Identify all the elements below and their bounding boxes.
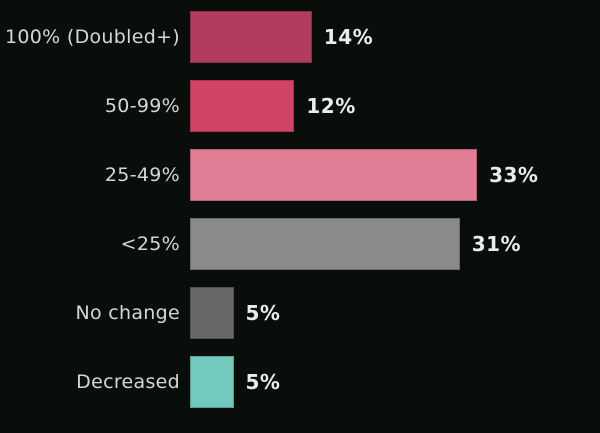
- bar-chart: 100% (Doubled+) 14% 50-99% 12% 25-49% 33% <25%…: [0, 11, 600, 425]
- bar-row: 50-99% 12%: [0, 80, 600, 132]
- category-label: <25%: [0, 233, 180, 255]
- value-label: 5%: [245, 370, 281, 394]
- category-label: Decreased: [0, 371, 180, 393]
- bar: [190, 80, 295, 132]
- category-label: 50-99%: [0, 95, 180, 117]
- category-label-text: No change: [75, 302, 180, 324]
- bar-row: 100% (Doubled+) 14%: [0, 11, 600, 63]
- category-label-text: <25%: [120, 233, 180, 255]
- category-label-text: 50-99%: [104, 95, 180, 117]
- value-label: 33%: [489, 163, 539, 187]
- bar: [190, 287, 234, 339]
- category-label: No change: [0, 302, 180, 324]
- category-label-text: 25-49%: [104, 164, 180, 186]
- value-label: 14%: [323, 25, 374, 49]
- category-label: 100% (Doubled+): [0, 26, 180, 48]
- bar-row: No change 5%: [0, 287, 600, 339]
- value-label: 31%: [471, 232, 522, 256]
- bar: [190, 356, 234, 408]
- category-label-text: Decreased: [76, 371, 180, 393]
- value-label: 12%: [306, 94, 356, 118]
- value-label: 5%: [245, 301, 281, 325]
- category-label-text: 100% (Doubled+): [5, 26, 180, 48]
- bar: [190, 149, 478, 201]
- bar: [190, 11, 312, 63]
- category-label: 25-49%: [0, 164, 180, 186]
- bar-row: <25% 31%: [0, 218, 600, 270]
- bar-row: 25-49% 33%: [0, 149, 600, 201]
- bar: [190, 218, 460, 270]
- bar-row: Decreased 5%: [0, 356, 600, 408]
